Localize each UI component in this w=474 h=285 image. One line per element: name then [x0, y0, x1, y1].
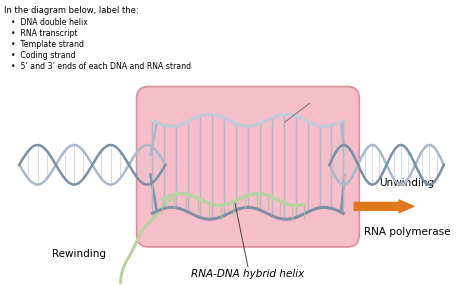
Text: •  Template strand: • Template strand	[11, 40, 84, 49]
Text: Unwinding: Unwinding	[379, 178, 435, 188]
Text: •  Coding strand: • Coding strand	[11, 51, 76, 60]
Text: In the diagram below, label the:: In the diagram below, label the:	[4, 6, 139, 15]
Text: Rewinding: Rewinding	[52, 249, 106, 259]
FancyArrow shape	[354, 200, 414, 213]
Text: RNA-DNA hybrid helix: RNA-DNA hybrid helix	[191, 269, 305, 279]
FancyBboxPatch shape	[137, 87, 359, 247]
Text: •  RNA transcript: • RNA transcript	[11, 29, 78, 38]
Text: •  5’ and 3’ ends of each DNA and RNA strand: • 5’ and 3’ ends of each DNA and RNA str…	[11, 62, 191, 71]
Text: RNA polymerase: RNA polymerase	[364, 227, 450, 237]
Text: •  DNA double helix: • DNA double helix	[11, 18, 88, 27]
